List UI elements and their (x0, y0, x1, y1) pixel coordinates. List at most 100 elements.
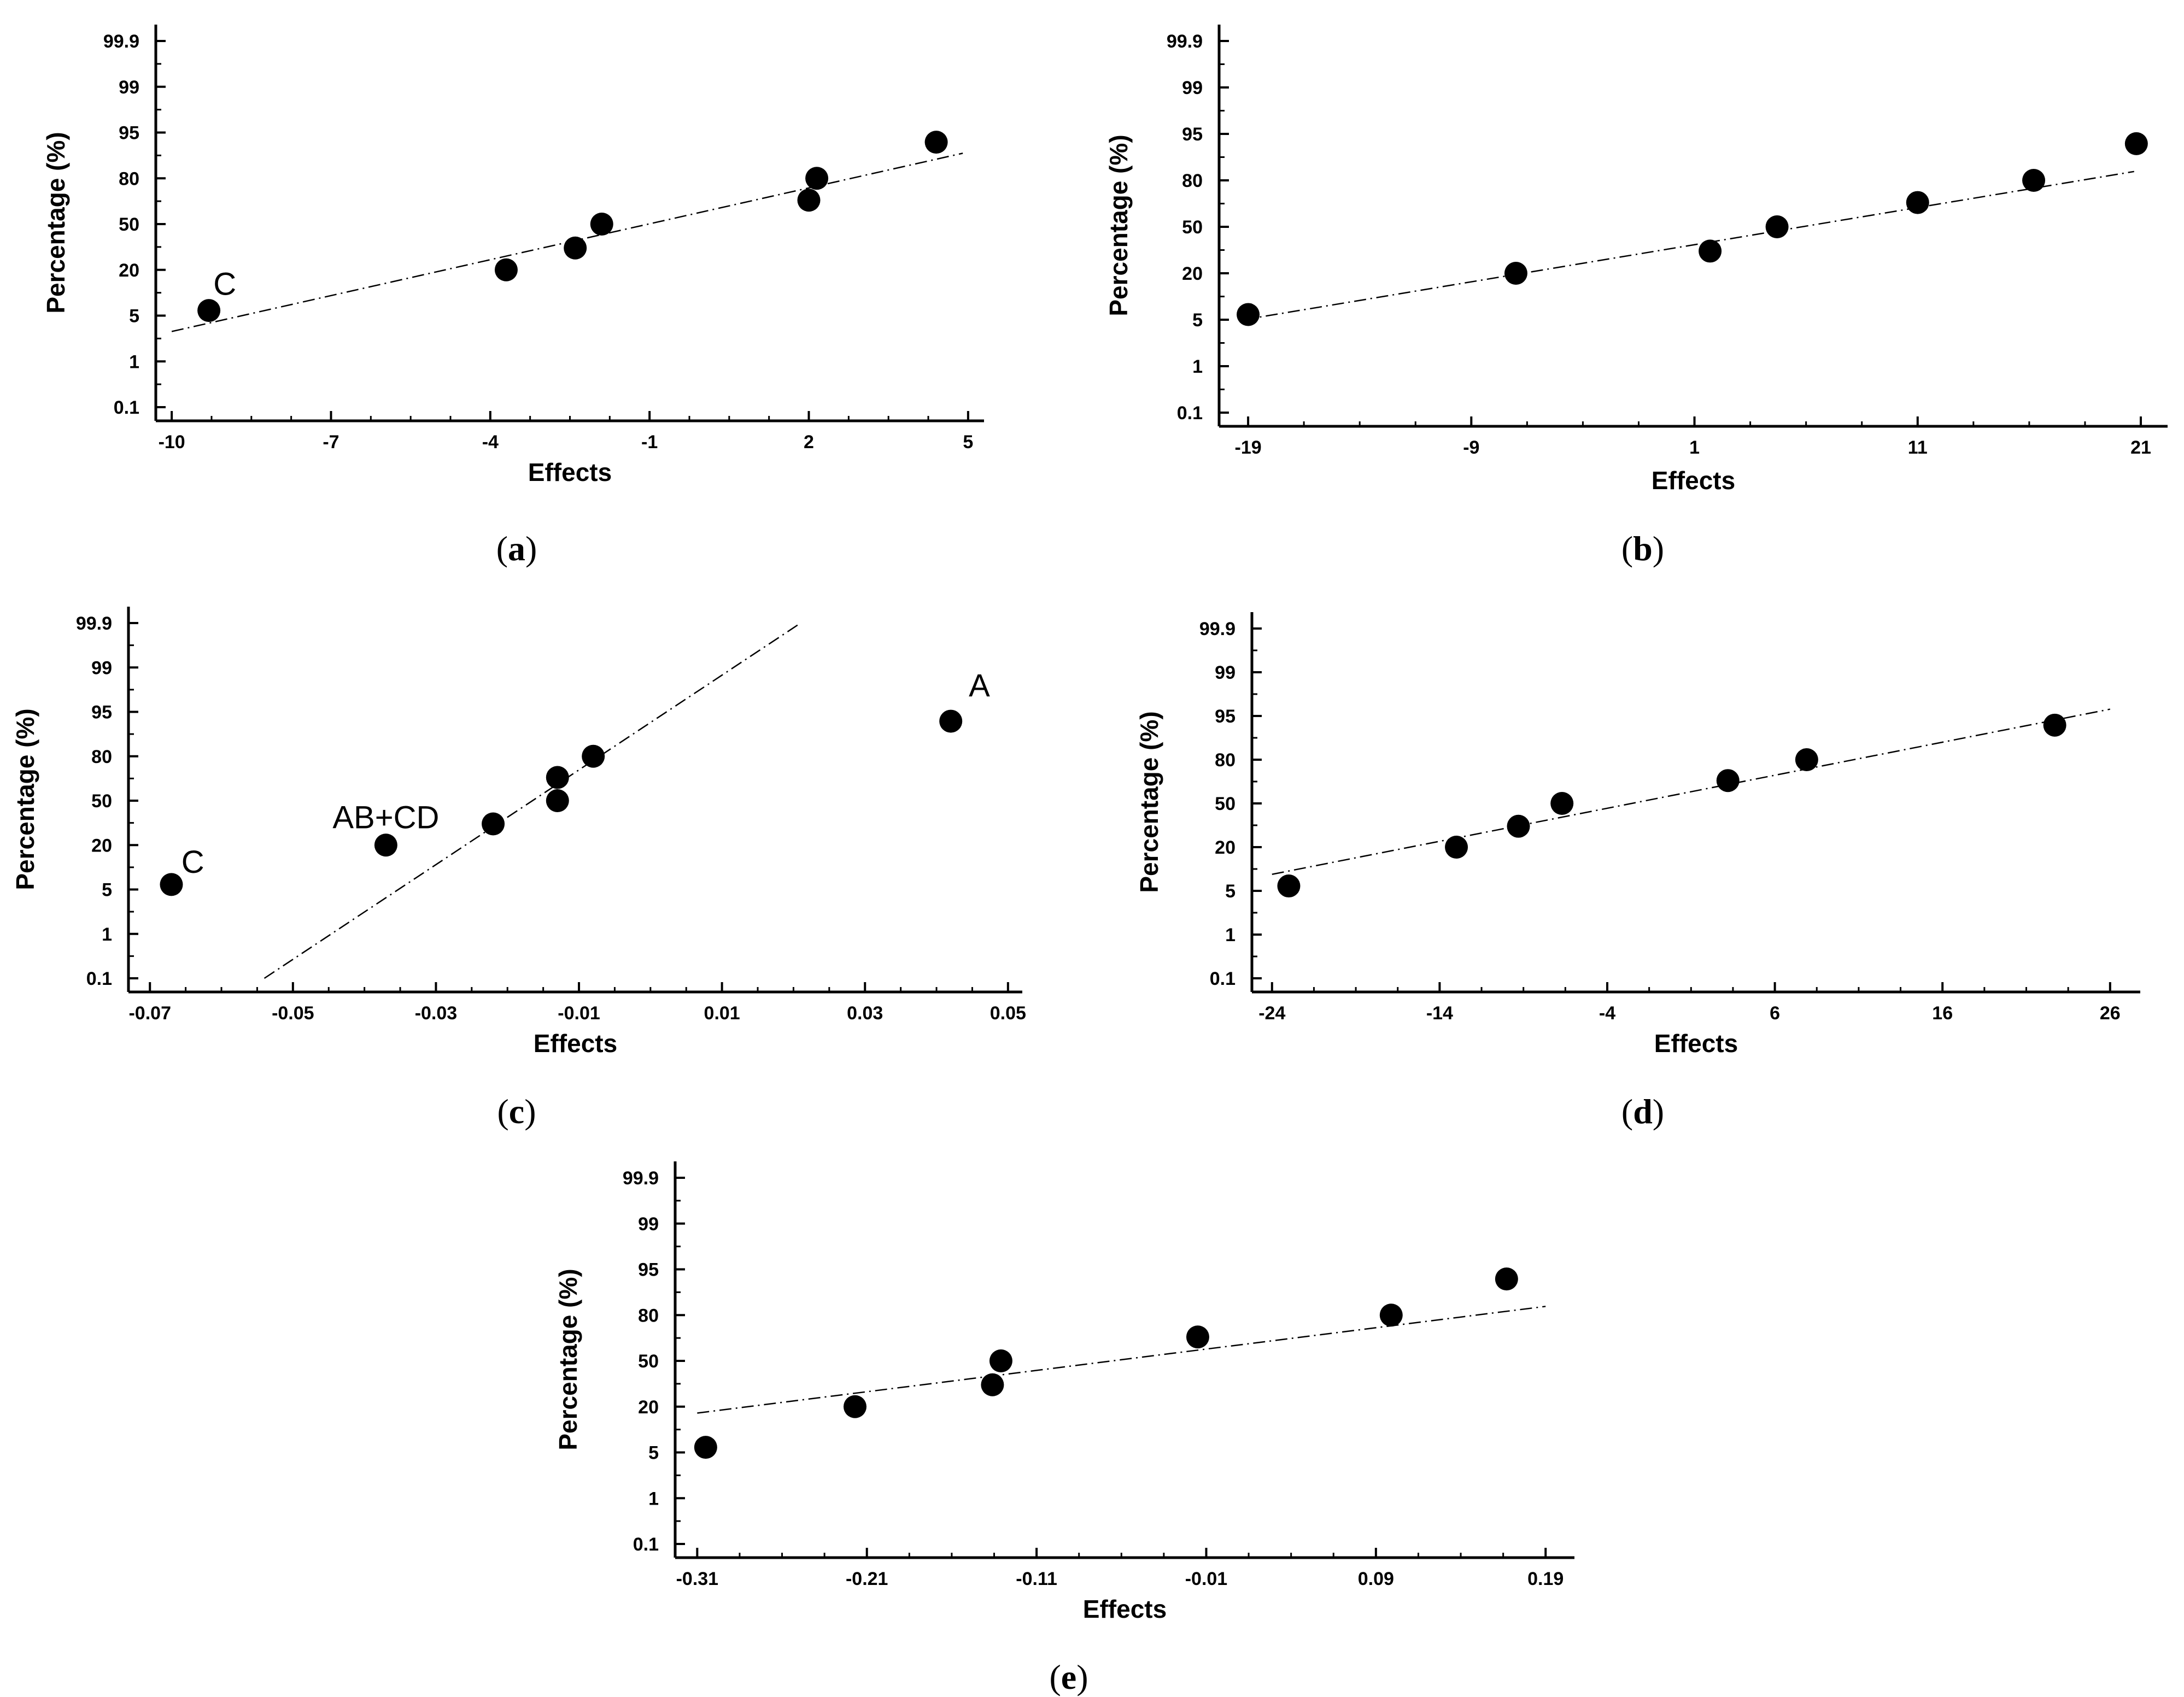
y-tick-label: 95 (1182, 124, 1203, 145)
y-tick-label: 80 (119, 168, 139, 189)
data-point (2124, 132, 2148, 155)
data-point (797, 189, 821, 212)
data-point (1507, 814, 1530, 838)
caption-paren-close: ) (1076, 1658, 1088, 1696)
y-tick-label: 99.9 (1199, 619, 1236, 639)
fit-line (1272, 708, 2111, 875)
caption-letter: d (1633, 1092, 1653, 1131)
y-tick-label: 95 (1215, 706, 1236, 727)
data-point (590, 213, 613, 236)
x-axis-title: Effects (1654, 1029, 1738, 1058)
x-tick-label: 0.19 (1527, 1569, 1564, 1589)
panel-caption: (b) (1621, 529, 1664, 568)
y-tick-label: 99 (1215, 662, 1236, 683)
y-tick-label: 95 (91, 702, 112, 723)
y-tick-label: 20 (119, 260, 139, 281)
point-annotation: C (213, 267, 236, 302)
x-tick-label: -0.21 (846, 1569, 888, 1589)
y-axis-title: Percentage (%) (1135, 711, 1163, 892)
panel-caption: (e) (1049, 1658, 1088, 1696)
y-tick-label: 20 (638, 1397, 659, 1418)
caption-paren-open: ( (497, 1092, 508, 1131)
data-point (1765, 215, 1789, 238)
y-tick-label: 0.1 (633, 1534, 659, 1555)
y-tick-label: 5 (648, 1443, 659, 1464)
x-axis-title: Effects (528, 458, 612, 486)
point-annotation: AB+CD (332, 800, 439, 836)
y-tick-label: 0.1 (86, 968, 112, 989)
y-tick-label: 50 (1182, 217, 1203, 238)
caption-paren-close: ) (1653, 529, 1664, 568)
caption-paren-open: ( (496, 529, 508, 568)
panel-caption: (a) (496, 529, 537, 568)
y-tick-label: 80 (1215, 750, 1236, 771)
fit-line (1243, 171, 2134, 321)
y-tick-label: 80 (91, 747, 112, 767)
y-tick-label: 99.9 (76, 613, 112, 634)
y-tick-label: 1 (1225, 925, 1236, 946)
caption-letter: c (509, 1092, 524, 1131)
caption-paren-close: ) (524, 1092, 536, 1131)
y-tick-label: 5 (129, 306, 139, 327)
x-tick-label: 1 (1689, 437, 1700, 458)
y-axis-title: Percentage (%) (42, 132, 70, 313)
data-point (805, 167, 829, 190)
data-point (2043, 713, 2066, 737)
y-tick-label: 20 (1215, 837, 1236, 858)
data-point (582, 744, 605, 768)
data-point (374, 833, 397, 857)
data-point (1495, 1267, 1518, 1291)
chart-panel-a: 0.1 1 5 20 50 80 95 99 99.9 -10 -7 -4 -1 2 5 Effects Per… (42, 25, 984, 568)
x-tick-label: -14 (1426, 1003, 1453, 1024)
panel-caption: (c) (497, 1092, 536, 1131)
data-point (989, 1349, 1012, 1372)
x-tick-label: -0.03 (415, 1003, 458, 1024)
caption-paren-open: ( (1621, 1092, 1633, 1131)
x-tick-label: -7 (323, 432, 339, 453)
data-point (546, 789, 569, 812)
fit-line (264, 622, 801, 979)
point-annotation: C (181, 844, 204, 880)
x-tick-label: -0.11 (1016, 1569, 1057, 1589)
chart-panel-c: 0.1 1 5 20 50 80 95 99 99.9 -0.07 -0.05 -0.03 -0.01 0… (11, 607, 1026, 1131)
y-tick-label: 5 (1192, 310, 1203, 331)
caption-paren-open: ( (1621, 529, 1633, 568)
x-tick-label: 16 (1932, 1003, 1953, 1024)
data-point (1186, 1325, 1209, 1349)
x-tick-label: -19 (1235, 437, 1262, 458)
data-point (981, 1373, 1004, 1396)
caption-letter: e (1061, 1658, 1076, 1696)
panel-caption: (d) (1621, 1092, 1664, 1131)
data-point (482, 812, 505, 836)
data-point (1504, 262, 1527, 285)
caption-paren-close: ) (1653, 1092, 1664, 1131)
x-tick-label: -1 (641, 432, 658, 453)
y-tick-label: 99 (91, 657, 112, 678)
x-tick-label: -4 (482, 432, 499, 453)
data-point (1795, 748, 1818, 771)
y-tick-label: 0.1 (1177, 403, 1203, 424)
caption-letter: a (508, 529, 525, 568)
x-tick-label: 0.01 (704, 1003, 740, 1024)
data-point (1379, 1303, 1403, 1327)
y-tick-label: 0.1 (114, 397, 139, 418)
data-point (924, 131, 948, 154)
x-axis-title: Effects (1652, 466, 1735, 495)
y-tick-label: 99.9 (623, 1168, 659, 1189)
y-tick-label: 20 (91, 835, 112, 856)
data-point (546, 766, 569, 789)
y-tick-label: 95 (638, 1260, 659, 1281)
x-axis-title: Effects (534, 1029, 617, 1058)
data-point (2022, 169, 2046, 192)
x-tick-label: -0.01 (558, 1003, 600, 1024)
y-tick-label: 50 (638, 1351, 659, 1372)
y-tick-label: 99 (1182, 78, 1203, 98)
x-tick-label: -10 (159, 432, 185, 453)
x-tick-label: 0.09 (1358, 1569, 1394, 1589)
caption-paren-open: ( (1049, 1658, 1061, 1696)
y-axis-title: Percentage (%) (11, 708, 39, 890)
y-tick-label: 99.9 (1167, 31, 1203, 52)
data-point (1445, 836, 1468, 859)
data-point (1277, 874, 1301, 898)
